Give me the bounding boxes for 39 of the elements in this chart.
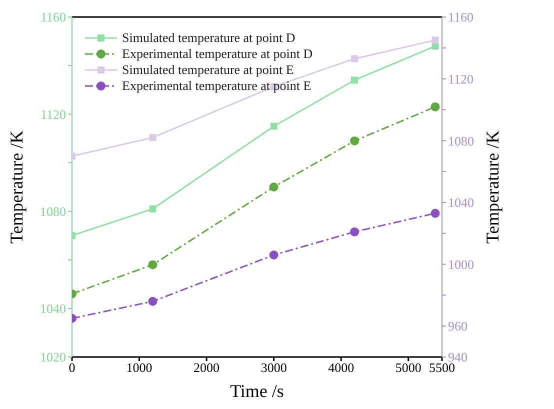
point [149, 134, 156, 142]
y2-tick-label: 1000 [448, 256, 474, 272]
y2-axis-title: Temperature /K [482, 130, 502, 244]
x-tick-label: 4000 [328, 360, 354, 376]
legend-label: Experimental temperature at point E [122, 78, 312, 94]
x-tick-label: 1000 [126, 360, 152, 376]
point [430, 208, 440, 218]
y-tick-label: 1080 [40, 204, 66, 219]
point [269, 250, 278, 260]
point [149, 205, 156, 212]
point [269, 182, 278, 192]
point [351, 76, 358, 84]
x-tick-label: 3000 [260, 360, 287, 376]
x-tick-label: 0 [68, 360, 76, 376]
x-tick-label: 5500 [429, 360, 455, 376]
y2-tick-label: 1160 [448, 10, 474, 25]
y-tick-label: 1160 [40, 10, 66, 25]
y-axis-title: Temperature /K [6, 130, 26, 244]
y-tick-label: 1020 [40, 350, 66, 365]
y-tick-label: 1040 [40, 301, 66, 316]
point [432, 36, 439, 44]
legend-label: Simulated temperature at point D [122, 30, 296, 46]
x-tick-label: 5000 [395, 360, 422, 376]
point [270, 122, 278, 130]
point [148, 296, 158, 306]
point [350, 136, 360, 146]
legend-label: Experimental temperature at point D [122, 46, 313, 62]
point [430, 102, 440, 112]
point [148, 260, 158, 270]
x-tick-label: 2000 [194, 360, 220, 376]
legend-label: Simulated temperature at point E [122, 62, 294, 78]
point [350, 227, 360, 236]
x-axis-title: Time /s [230, 381, 284, 401]
y2-tick-label: 1040 [448, 195, 474, 210]
y-tick-label: 1120 [40, 106, 66, 122]
y2-tick-label: 1080 [448, 133, 474, 148]
y2-tick-label: 960 [448, 318, 468, 334]
y2-tick-label: 1120 [448, 71, 474, 86]
point [351, 55, 358, 62]
